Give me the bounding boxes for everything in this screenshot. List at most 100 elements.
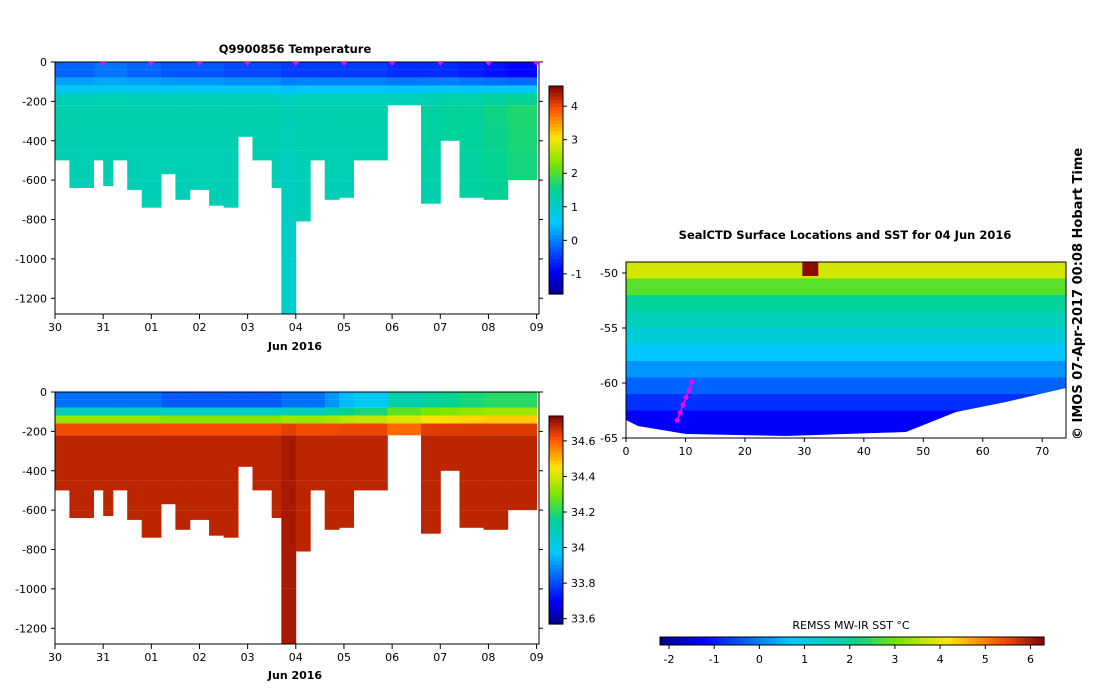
profile-column [310,392,326,491]
profile-cell [103,69,114,78]
profile-cell [271,415,282,424]
sst-colorbar-segment [828,637,834,645]
sst-colorbar-segment [1034,637,1040,645]
sst-colorbar-segment [674,637,680,645]
profile-cell [483,392,509,400]
time-tick-label: 05 [337,651,351,664]
sst-colorbar-segment [1029,637,1035,645]
colorbar-segment [549,248,563,253]
profile-cell [223,93,239,106]
profile-cell [281,150,297,181]
profile-cell [353,415,388,424]
profile-cell [459,69,485,78]
depth-tick-label: -600 [22,174,47,187]
salinity-section-plot [55,392,538,644]
profile-cell [112,150,128,161]
profile-cell [459,93,485,106]
sst-colorbar-segment [712,637,719,645]
seal-location [689,379,695,385]
profile-cell [295,399,311,408]
profile-cell [238,435,253,455]
sst-colorbar-segment [789,637,795,645]
profile-cell [112,105,128,125]
colorbar-segment [549,221,563,226]
profile-cell [324,125,340,151]
colorbar-segment [549,103,563,108]
profile-cell [421,415,441,424]
profile-cell [507,69,538,78]
profile-cell [483,407,509,416]
profile-cell [103,85,114,94]
profile-cell [339,77,354,86]
profile-cell [507,125,538,151]
profile-cell [55,407,70,416]
profile-cell [69,510,94,518]
colorbar-segment [549,214,563,219]
profile-cell [324,62,340,70]
profile-column [55,392,70,491]
sst-colorbar-segment [952,637,959,645]
colorbar-segment [549,578,563,583]
sst-colorbar-segment [1039,637,1045,645]
profile-cell [339,392,354,400]
profile-cell [507,435,538,455]
sst-colorbar-segment [924,637,930,645]
profile-cell [55,423,70,436]
profile-cell [189,399,210,408]
profile-column [238,392,253,467]
profile-cell [93,85,104,94]
profile-column [161,392,176,505]
sst-colorbar-segment [684,637,690,645]
profile-column [483,62,509,200]
seal-location [677,410,683,416]
sst-colorbar-segment [660,637,666,645]
colorbar-segment [549,478,563,483]
profile-cell [295,85,311,94]
colorbar-segment [549,533,563,538]
profile-cell [507,150,538,181]
profile-column [507,62,538,181]
profile-cell [223,77,239,86]
colorbar-tick-label: 0 [571,234,578,247]
time-tick-label: 01 [144,321,158,334]
colorbar-segment [549,290,563,295]
lon-tick-label: 70 [1035,445,1049,458]
profile-cell [103,93,114,106]
profile-cell [310,69,326,78]
profile-cell [339,435,354,455]
profile-cell [161,435,176,455]
profile-cell [281,480,297,511]
profile-cell [295,69,311,78]
colorbar-segment [549,603,563,608]
profile-cell [271,93,282,106]
colorbar-segment [549,589,563,594]
profile-cell [69,407,94,416]
profile-cell [459,392,485,400]
profile-cell [459,455,485,481]
lon-tick-label: 20 [738,445,752,458]
colorbar-segment [549,540,563,545]
profile-column [459,392,485,528]
sst-colorbar-segment [741,637,747,645]
sst-band [626,361,1066,378]
colorbar-segment [549,96,563,101]
profile-cell [189,423,210,436]
profile-cell [483,77,509,86]
profile-cell [281,407,297,416]
sst-colorbar-tick-label: 2 [846,653,853,666]
profile-cell [223,480,239,511]
profile-cell [93,105,104,125]
profile-cell [175,392,191,400]
profile-cell [271,69,282,78]
profile-cell [141,510,162,538]
profile-cell [238,423,253,436]
profile-cell [339,85,354,94]
profile-cell [271,77,282,86]
profile-cell [295,423,311,436]
colorbar-segment [549,617,563,622]
profile-cell [209,77,224,86]
colorbar-segment [549,255,563,260]
profile-cell [387,62,422,70]
sst-colorbar-segment [957,637,963,645]
profile-column [127,392,143,520]
